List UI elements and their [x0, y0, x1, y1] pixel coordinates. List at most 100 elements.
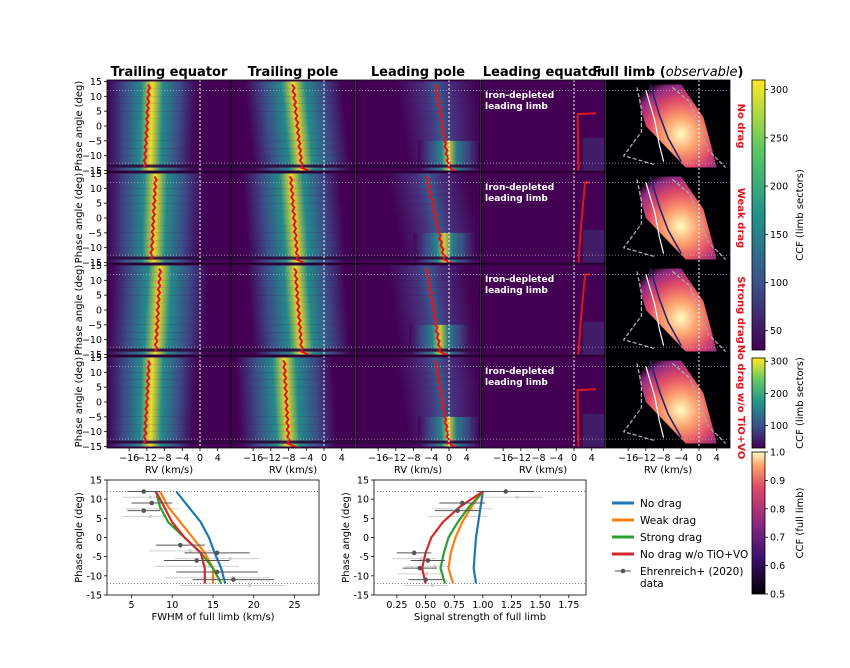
- colorbar-tick-label: 150: [770, 230, 788, 241]
- faint-point: [247, 583, 252, 588]
- x-axis-label: Signal strength of full limb: [414, 612, 546, 623]
- ccf-band: [107, 424, 195, 432]
- ccf-peak-trace: [142, 359, 152, 445]
- faint-point: [188, 549, 192, 553]
- eclipse-strip: [356, 440, 480, 444]
- series-line: [175, 490, 227, 584]
- ccf-band: [401, 118, 480, 126]
- legend-data-label-1: Ehrenreich+ (2020): [640, 566, 743, 578]
- ccf-peak-trace: [425, 175, 452, 264]
- data-point: [459, 500, 465, 506]
- bottom-line-charts: 5 10 15 20 25 15 10 5 0 -5 -10 -15 FWHM of full limb…: [74, 476, 587, 623]
- x-tick-label: 1.00: [472, 600, 493, 611]
- row-label: No drag: [735, 104, 746, 149]
- column-title: Leading pole: [371, 65, 465, 80]
- fwhm-chart: 5 10 15 20 25 15 10 5 0 -5 -10 -15 FWHM of full limb…: [74, 476, 320, 623]
- ccf-band: [107, 126, 196, 134]
- series-line: [472, 491, 484, 584]
- annotation-line1: Iron-depleted: [485, 91, 554, 101]
- panel-frame: [605, 355, 731, 449]
- data-point: [214, 569, 220, 575]
- colorbar-tick-label: 300: [770, 85, 788, 96]
- data-point: [149, 500, 155, 506]
- ccf-band: [107, 416, 195, 425]
- center-trace-navy: [649, 84, 682, 162]
- x-tick-label: −8: [282, 453, 296, 464]
- data-point: [214, 550, 220, 556]
- annotation-line1: Iron-depleted: [485, 367, 554, 377]
- panel-background: [481, 356, 605, 448]
- heatmap-panel: [230, 171, 356, 265]
- ccf-band: [107, 402, 196, 410]
- heatmap-panel: [355, 355, 481, 449]
- colorbar-tick-label: 250: [770, 133, 788, 144]
- heatmap-panel: [230, 263, 356, 357]
- bound-dashed: [622, 363, 655, 442]
- eclipse-strip: [356, 164, 480, 168]
- faint-point: [419, 556, 423, 561]
- eclipse-strip: [356, 256, 480, 260]
- y-tick-label: −5: [88, 136, 102, 147]
- center-trace-white: [645, 366, 665, 438]
- x-tick-label: 10: [166, 600, 178, 611]
- ccf-peak-trace: [433, 359, 456, 448]
- series-line: [439, 490, 484, 584]
- panel-frame: [480, 355, 606, 449]
- ccf-band: [107, 431, 194, 440]
- ccf-band: [107, 96, 197, 104]
- x-tick-label: −8: [532, 453, 546, 464]
- data-point: [417, 565, 423, 571]
- annotation-line1: Iron-depleted: [485, 275, 554, 285]
- x-axis-label: RV (km/s): [269, 465, 317, 476]
- y-tick-label: -15: [86, 591, 102, 602]
- y-tick-label: -5: [360, 552, 369, 563]
- ccf-band: [107, 394, 196, 402]
- x-tick-label: 4: [464, 453, 470, 464]
- ccf-band: [107, 148, 195, 156]
- eclipse-strip: [231, 164, 355, 168]
- heatmap-panel: [230, 355, 356, 449]
- row-label: Weak drag: [735, 188, 746, 248]
- ccf-band: [107, 372, 197, 380]
- data-point: [423, 577, 428, 582]
- x-axis-label: RV (km/s): [145, 465, 193, 476]
- full-limb-title-main: Full limb (: [593, 65, 666, 80]
- y-tick-label: 15: [90, 476, 102, 487]
- ccf-band: [107, 409, 196, 417]
- ccf-peak-trace: [291, 83, 309, 172]
- x-tick-label: −8: [657, 453, 671, 464]
- x-tick-label: 25: [288, 600, 300, 611]
- data-point: [231, 577, 236, 582]
- x-tick-label: −12: [636, 453, 656, 464]
- center-trace-white: [645, 90, 665, 162]
- y-tick-label: 15: [357, 476, 369, 487]
- y-axis-label: Phase angle (deg): [74, 357, 85, 448]
- colorbar-tick-label: 200: [770, 182, 788, 193]
- colorbar-tick-label: 50: [770, 326, 782, 337]
- annotation-line2: leading limb: [485, 378, 548, 388]
- heatmap-panel: [106, 79, 232, 173]
- x-tick-label: 0: [321, 453, 327, 464]
- eclipse-strip: [231, 440, 355, 444]
- y-tick-label: 10: [357, 495, 369, 506]
- colorbar-label: CCF (limb sectors): [795, 357, 806, 449]
- y-tick-label: -10: [353, 571, 369, 582]
- colorbars: 300 250 200 150 100 50 CCF (limb sectors) 300 20…: [751, 79, 806, 601]
- colorbar-tick-label: 300: [770, 357, 788, 368]
- colorbar-full: 1.0 0.9 0.8 0.7 0.6 0.5 CCF (full limb): [751, 448, 806, 601]
- colorbar-gradient: [751, 357, 766, 449]
- ccf-band: [107, 240, 201, 248]
- bound-dashed: [622, 271, 655, 350]
- y-tick-label: -15: [353, 591, 369, 602]
- ccf-peak-trace: [142, 83, 152, 169]
- column-title-full-limb: Full limb (observable): [593, 65, 744, 80]
- ccf-band: [107, 379, 197, 388]
- y-tick-label: 0: [96, 306, 102, 317]
- data-point: [194, 558, 199, 563]
- y-tick-label: −5: [88, 412, 102, 423]
- x-tick-label: 1.75: [558, 600, 579, 611]
- faint-point: [432, 564, 437, 569]
- colorbar-label: CCF (full limb): [795, 487, 806, 558]
